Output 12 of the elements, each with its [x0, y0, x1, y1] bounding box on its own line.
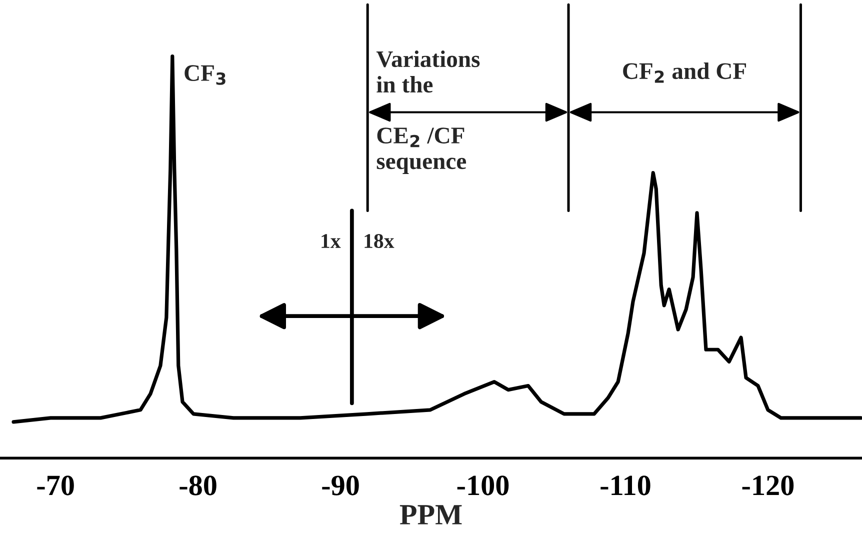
x-tick-label: -80: [180, 476, 216, 496]
annotation: 1x: [322, 234, 341, 248]
x-tick-label: -90: [322, 476, 359, 496]
x-tick-label: -120: [742, 476, 794, 496]
annotation: CF$_{3}$: [184, 65, 226, 85]
x-tick-label: -100: [457, 476, 509, 496]
x-tick-label: -110: [600, 476, 650, 496]
annotation: 18x: [364, 234, 394, 248]
ref-line-label: CF$_{2}$ and CF: [623, 62, 746, 83]
text: Variations in the CE$_{2}$ /CF sequence: [376, 50, 480, 174]
x-axis-title: PPM: [400, 505, 462, 524]
x-tick-label: -70: [37, 476, 74, 496]
